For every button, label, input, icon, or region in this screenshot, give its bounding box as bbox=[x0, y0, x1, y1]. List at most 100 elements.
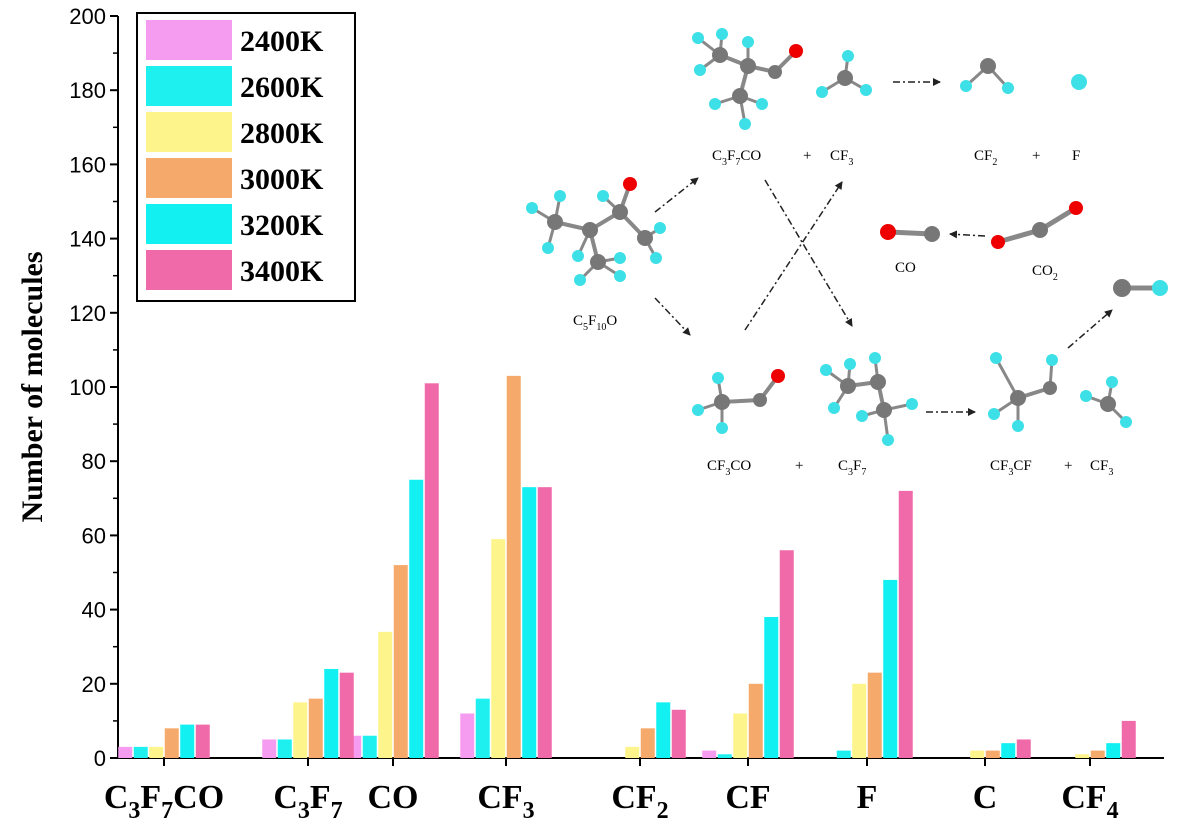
y-ticks: 0 20 40 60 80 100 120 140 160 180 200 bbox=[69, 4, 118, 771]
legend: 2400K 2600K 2800K 3000K 3200K 3400K bbox=[136, 12, 356, 302]
y-tick-label: 0 bbox=[94, 746, 106, 771]
bar-3000K-5 bbox=[748, 683, 763, 758]
plus-1: + bbox=[803, 148, 811, 164]
y-tick-label: 120 bbox=[69, 301, 106, 326]
label-cf3-lower: CF3 bbox=[1090, 458, 1113, 478]
label-cf2: CF2 bbox=[974, 148, 997, 168]
bar-2600K-1 bbox=[277, 739, 292, 758]
x-category-labels: C3F7CO C3F7 CO CF3 CF2 CF F C CF4 bbox=[104, 758, 1119, 824]
x-category-label: C3F7 bbox=[273, 779, 342, 824]
x-category-label: F bbox=[857, 779, 878, 816]
bar-3000K-0 bbox=[164, 728, 179, 758]
y-tick-label: 160 bbox=[69, 152, 106, 177]
c3f7co-molecule: C3F7CO + bbox=[692, 28, 811, 168]
bar-2800K-7 bbox=[970, 750, 985, 758]
legend-label-3200K: 3200K bbox=[240, 209, 324, 242]
bar-2800K-0 bbox=[149, 746, 164, 758]
bar-2600K-2 bbox=[362, 735, 377, 758]
legend-label-2800K: 2800K bbox=[240, 117, 324, 150]
bar-3400K-2 bbox=[424, 383, 439, 758]
label-cf3co: CF3CO bbox=[707, 458, 751, 478]
plus-2: + bbox=[1032, 148, 1040, 164]
bar-3200K-8 bbox=[1106, 743, 1121, 758]
bar-3400K-8 bbox=[1121, 720, 1136, 758]
x-category-label: CF2 bbox=[611, 779, 668, 824]
bar-2800K-6 bbox=[852, 683, 867, 758]
bars bbox=[118, 375, 1136, 758]
bar-3200K-1 bbox=[324, 668, 339, 758]
bar-2800K-1 bbox=[293, 702, 308, 758]
label-f: F bbox=[1072, 148, 1080, 164]
bar-3200K-5 bbox=[764, 617, 779, 758]
label-co2: CO2 bbox=[1032, 263, 1058, 283]
y-tick-label: 100 bbox=[69, 375, 106, 400]
x-category-label: CF4 bbox=[1061, 779, 1118, 824]
reaction-mechanism-diagram: C5F10O C3F7CO bbox=[526, 28, 1168, 478]
bar-2600K-3 bbox=[475, 698, 490, 758]
bar-3400K-4 bbox=[671, 709, 686, 758]
c5f10o-molecule: C5F10O bbox=[526, 177, 666, 333]
x-category-label: C bbox=[973, 779, 998, 816]
y-tick-label: 60 bbox=[82, 523, 106, 548]
bar-2600K-5 bbox=[717, 754, 732, 758]
bar-2400K-3 bbox=[460, 713, 475, 758]
y-tick-label: 80 bbox=[82, 449, 106, 474]
bar-3200K-7 bbox=[1001, 743, 1016, 758]
legend-swatch-3400K bbox=[146, 250, 232, 290]
bar-3000K-4 bbox=[640, 728, 655, 758]
y-tick-label: 40 bbox=[82, 598, 106, 623]
bar-2800K-4 bbox=[625, 746, 640, 758]
bar-2800K-8 bbox=[1075, 754, 1090, 758]
legend-swatch-2800K bbox=[146, 112, 232, 152]
bar-3200K-2 bbox=[409, 479, 424, 758]
bar-2800K-5 bbox=[733, 713, 748, 758]
bar-3000K-3 bbox=[506, 375, 521, 758]
bar-3000K-2 bbox=[393, 565, 408, 758]
legend-swatch-3200K bbox=[146, 204, 232, 244]
bar-2600K-6 bbox=[836, 750, 851, 758]
label-c3f7: C3F7 bbox=[838, 458, 866, 478]
bar-3400K-6 bbox=[898, 490, 913, 758]
label-co: CO bbox=[895, 260, 916, 276]
bar-2400K-1 bbox=[262, 739, 277, 758]
label-c5f10o: C5F10O bbox=[573, 313, 617, 333]
bar-3000K-7 bbox=[985, 750, 1000, 758]
plus-4: + bbox=[1064, 458, 1072, 474]
label-cf3cf: CF3CF bbox=[990, 458, 1032, 478]
bar-3000K-8 bbox=[1090, 750, 1105, 758]
bar-3400K-5 bbox=[779, 550, 794, 758]
y-axis-label: Number of molecules bbox=[16, 251, 49, 522]
bar-2800K-3 bbox=[491, 539, 506, 758]
cf2-f-molecules: CF2 + F bbox=[960, 58, 1087, 168]
bar-3200K-4 bbox=[656, 702, 671, 758]
bar-3400K-1 bbox=[339, 672, 354, 758]
legend-swatch-3000K bbox=[146, 158, 232, 198]
legend-label-2600K: 2600K bbox=[240, 71, 324, 104]
cf-molecule bbox=[1113, 279, 1168, 297]
y-tick-label: 20 bbox=[82, 672, 106, 697]
y-tick-label: 180 bbox=[69, 78, 106, 103]
co-co2-molecules: CO CO2 bbox=[880, 201, 1083, 283]
label-cf3-upper: CF3 bbox=[830, 148, 853, 168]
x-category-label: C3F7CO bbox=[104, 779, 224, 824]
bar-3200K-0 bbox=[180, 724, 195, 758]
bar-3400K-7 bbox=[1016, 739, 1031, 758]
x-category-label: CO bbox=[368, 779, 419, 816]
bar-3400K-0 bbox=[195, 724, 210, 758]
bar-3000K-6 bbox=[867, 672, 882, 758]
bar-3000K-1 bbox=[308, 698, 323, 758]
legend-label-3400K: 3400K bbox=[240, 255, 324, 288]
cf3co-molecule: CF3CO + bbox=[692, 369, 803, 478]
c3f7-molecule: C3F7 bbox=[820, 352, 918, 478]
label-c3f7co: C3F7CO bbox=[712, 148, 761, 168]
bar-3400K-3 bbox=[537, 487, 552, 758]
legend-label-3000K: 3000K bbox=[240, 163, 324, 196]
x-category-label: CF bbox=[725, 779, 770, 816]
plus-3: + bbox=[795, 458, 803, 474]
legend-swatch-2400K bbox=[146, 20, 232, 60]
legend-label-2400K: 2400K bbox=[240, 25, 324, 58]
bar-2400K-5 bbox=[702, 750, 717, 758]
cf3-molecule-upper: CF3 bbox=[816, 50, 872, 168]
legend-swatch-2600K bbox=[146, 66, 232, 106]
